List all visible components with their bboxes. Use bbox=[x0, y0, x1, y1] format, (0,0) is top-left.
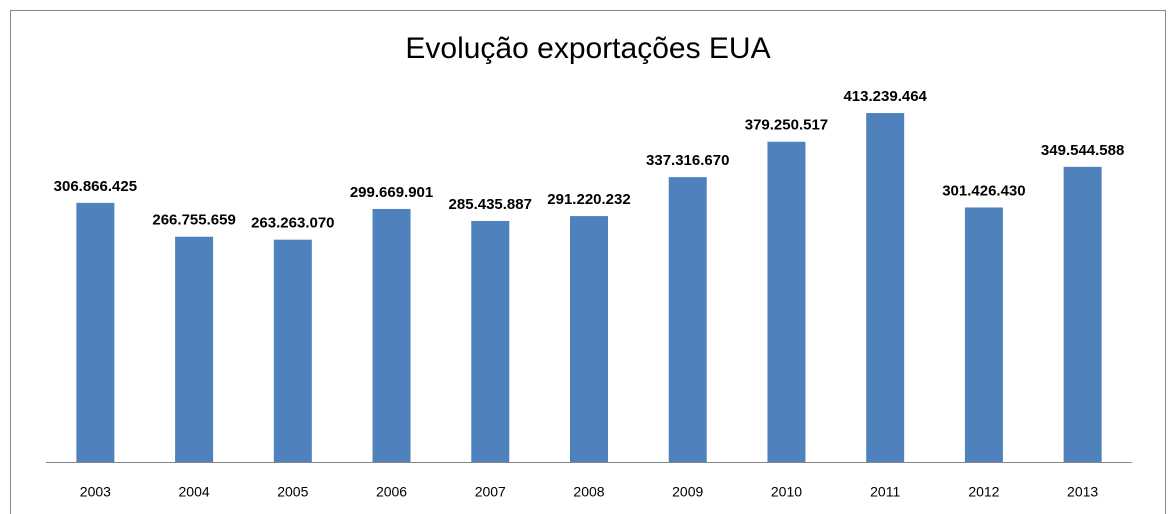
bar bbox=[471, 220, 510, 462]
bar bbox=[570, 216, 608, 462]
x-tick-label: 2012 bbox=[968, 484, 999, 500]
bar bbox=[1063, 166, 1102, 462]
bar bbox=[372, 208, 411, 462]
bar bbox=[866, 113, 905, 462]
x-tick-label: 2007 bbox=[475, 484, 506, 500]
data-label: 291.220.232 bbox=[547, 191, 630, 208]
data-label: 349.544.588 bbox=[1041, 142, 1124, 159]
x-tick-label: 2005 bbox=[277, 484, 308, 500]
bar bbox=[964, 207, 1003, 462]
bar bbox=[76, 202, 115, 462]
x-tick-label: 2008 bbox=[573, 484, 604, 500]
x-tick-label: 2003 bbox=[80, 484, 111, 500]
x-tick-label: 2004 bbox=[179, 484, 210, 500]
data-label: 263.263.070 bbox=[251, 215, 334, 232]
bar bbox=[273, 239, 312, 462]
data-label: 413.239.464 bbox=[843, 88, 927, 105]
x-tick-label: 2011 bbox=[870, 484, 900, 500]
x-tick-label: 2009 bbox=[672, 484, 703, 500]
chart-title: Evolução exportações EUA bbox=[405, 32, 770, 65]
data-label: 266.755.659 bbox=[152, 212, 235, 229]
bar bbox=[668, 177, 707, 462]
x-tick-label: 2006 bbox=[376, 484, 407, 500]
data-label: 337.316.670 bbox=[646, 152, 729, 169]
bar bbox=[175, 236, 214, 462]
data-label: 299.669.901 bbox=[350, 184, 433, 201]
data-label: 306.866.425 bbox=[54, 178, 137, 195]
x-tick-label: 2013 bbox=[1067, 484, 1098, 500]
data-label: 301.426.430 bbox=[942, 182, 1025, 199]
data-label: 379.250.517 bbox=[745, 117, 828, 134]
bar bbox=[767, 141, 806, 462]
x-tick-label: 2010 bbox=[771, 484, 802, 500]
data-label: 285.435.887 bbox=[449, 196, 532, 213]
